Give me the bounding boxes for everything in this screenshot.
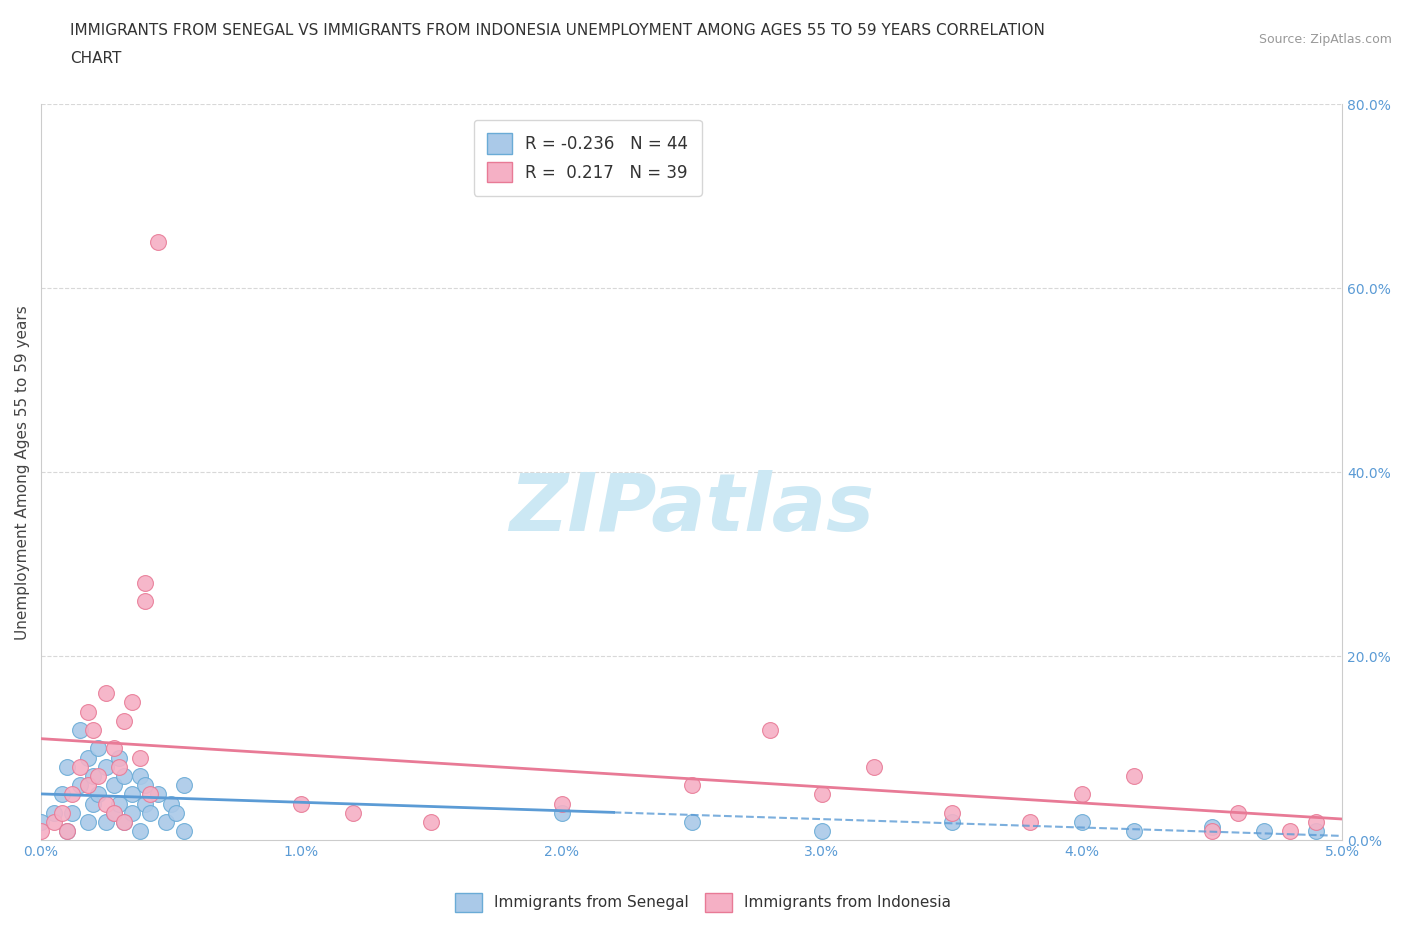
Point (290, 796, 312, 811)
Point (160, 796, 183, 811)
Point (139, 805, 162, 820)
Point (96, 815, 118, 830)
Point (56, 759, 79, 774)
Point (1253, 824, 1275, 839)
Point (112, 713, 135, 728)
Point (30, 815, 52, 830)
Point (108, 759, 131, 774)
Legend: R = -0.236   N = 44, R =  0.217   N = 39: R = -0.236 N = 44, R = 0.217 N = 39 (474, 120, 702, 195)
Point (134, 796, 156, 811)
Point (134, 576, 156, 591)
Point (77, 815, 100, 830)
Point (96, 796, 118, 811)
Point (148, 234, 170, 249)
Text: CHART: CHART (70, 51, 122, 66)
Point (550, 805, 572, 820)
Point (134, 777, 156, 792)
Point (1305, 824, 1327, 839)
Point (1019, 815, 1042, 830)
Point (60, 787, 83, 802)
Point (1201, 824, 1223, 839)
Point (1279, 824, 1302, 839)
Point (103, 805, 125, 820)
Text: ZIPatlas: ZIPatlas (509, 470, 875, 548)
Point (30, 824, 52, 839)
Point (550, 796, 572, 811)
Point (342, 805, 364, 820)
Legend: Immigrants from Senegal, Immigrants from Indonesia: Immigrants from Senegal, Immigrants from… (449, 887, 957, 918)
Text: IMMIGRANTS FROM SENEGAL VS IMMIGRANTS FROM INDONESIA UNEMPLOYMENT AMONG AGES 55 : IMMIGRANTS FROM SENEGAL VS IMMIGRANTS FR… (70, 23, 1045, 38)
Point (1201, 819, 1223, 834)
Point (121, 695, 143, 710)
Point (56, 824, 79, 839)
Point (108, 796, 131, 811)
Point (112, 768, 135, 783)
Point (129, 824, 152, 839)
Point (82, 768, 104, 783)
Point (810, 824, 832, 839)
Point (1123, 824, 1146, 839)
Point (139, 787, 162, 802)
Point (173, 824, 195, 839)
Point (42, 805, 65, 820)
Point (941, 815, 963, 830)
Point (681, 815, 703, 830)
Point (69, 759, 91, 774)
Point (941, 805, 963, 820)
Point (82, 796, 104, 811)
Point (112, 815, 135, 830)
Text: Source: ZipAtlas.com: Source: ZipAtlas.com (1258, 33, 1392, 46)
Point (77, 704, 100, 719)
Point (103, 741, 125, 756)
Point (56, 824, 79, 839)
Point (129, 751, 152, 765)
Y-axis label: Unemployment Among Ages 55 to 59 years: Unemployment Among Ages 55 to 59 years (15, 305, 30, 640)
Point (112, 815, 135, 830)
Point (96, 759, 118, 774)
Point (1123, 768, 1146, 783)
Point (69, 723, 91, 737)
Point (103, 805, 125, 820)
Point (87, 741, 110, 756)
Point (681, 777, 703, 792)
Point (82, 723, 104, 737)
Point (165, 805, 187, 820)
Point (51, 805, 73, 820)
Point (77, 777, 100, 792)
Point (863, 759, 886, 774)
Point (87, 787, 110, 802)
Point (103, 777, 125, 792)
Point (77, 751, 100, 765)
Point (1305, 815, 1327, 830)
Point (42, 815, 65, 830)
Point (69, 777, 91, 792)
Point (420, 815, 443, 830)
Point (108, 751, 131, 765)
Point (1227, 805, 1250, 820)
Point (134, 593, 156, 608)
Point (1071, 815, 1094, 830)
Point (173, 777, 195, 792)
Point (810, 787, 832, 802)
Point (121, 805, 143, 820)
Point (129, 768, 152, 783)
Point (87, 768, 110, 783)
Point (121, 787, 143, 802)
Point (148, 787, 170, 802)
Point (155, 815, 177, 830)
Point (1071, 787, 1094, 802)
Point (60, 805, 83, 820)
Point (96, 685, 118, 700)
Point (51, 787, 73, 802)
Point (758, 723, 780, 737)
